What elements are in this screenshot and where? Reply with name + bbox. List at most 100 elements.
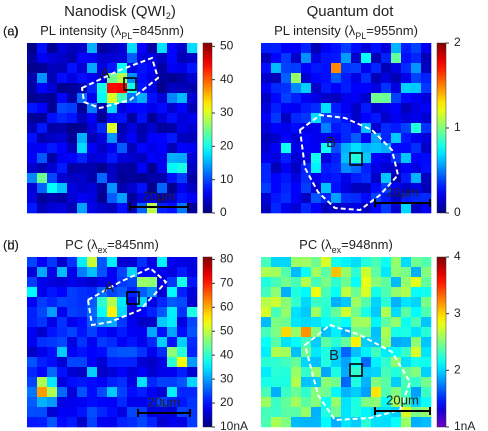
- heatmap-cell: [361, 277, 371, 287]
- heatmap-cell: [107, 203, 117, 213]
- heatmap-cell: [351, 183, 361, 193]
- heatmap-cell: [157, 367, 167, 377]
- heatmap-cell: [301, 337, 311, 347]
- heatmap-cell: [27, 153, 37, 163]
- heatmap-cell: [47, 133, 57, 143]
- heatmap-cell: [421, 327, 431, 337]
- heatmap-cell: [87, 367, 97, 377]
- heatmap-cell: [271, 347, 281, 357]
- heatmap-cell: [351, 53, 361, 63]
- heatmap-cell: [57, 113, 67, 123]
- heatmap-cell: [187, 327, 197, 337]
- heatmap-cell: [301, 63, 311, 73]
- heatmap-cell: [167, 103, 177, 113]
- heatmap-cell: [331, 103, 341, 113]
- heatmap-cell: [117, 257, 127, 267]
- heatmap-cell: [37, 377, 47, 387]
- heatmap-cell: [87, 143, 97, 153]
- heatmap-cell: [271, 417, 281, 427]
- heatmap-cell: [87, 73, 97, 83]
- heatmap-cell: [291, 387, 301, 397]
- heatmap-cell: [157, 347, 167, 357]
- heatmap-cell: [177, 183, 187, 193]
- heatmap-cell: [97, 307, 107, 317]
- heatmap-cell: [401, 277, 411, 287]
- heatmap-cell: [291, 63, 301, 73]
- heatmap-cell: [67, 407, 77, 417]
- heading: PL intensity (λPL=955nm): [274, 23, 418, 41]
- heatmap-cell: [351, 397, 361, 407]
- heatmap-cell: [107, 347, 117, 357]
- marker-label: A: [104, 279, 114, 296]
- heatmap-cell: [37, 73, 47, 83]
- heatmap-cell: [421, 337, 431, 347]
- heatmap-cell: [411, 53, 421, 63]
- heatmap-cell: [117, 327, 127, 337]
- heatmap-cell: [137, 203, 147, 213]
- heatmap-cell: [391, 317, 401, 327]
- heatmap-cell: [351, 173, 361, 183]
- heatmap-cell: [157, 287, 167, 297]
- heatmap-cell: [177, 257, 187, 267]
- heatmap-cell: [271, 133, 281, 143]
- heatmap-cell: [47, 173, 57, 183]
- heatmap-cell: [411, 83, 421, 93]
- heatmap-cell: [361, 43, 371, 53]
- heatmap-cell: [341, 83, 351, 93]
- heatmap-cell: [301, 407, 311, 417]
- heatmap-cell: [107, 83, 117, 93]
- heatmap-cell: [157, 93, 167, 103]
- heatmap-cell: [271, 123, 281, 133]
- heatmap-cell: [401, 267, 411, 277]
- heatmap-cell: [371, 287, 381, 297]
- heatmap-cell: [47, 103, 57, 113]
- heatmap-cell: [401, 163, 411, 173]
- heatmap-cell: [97, 387, 107, 397]
- heatmap-cell: [167, 43, 177, 53]
- heatmap-cell: [391, 257, 401, 267]
- heatmap-cell: [361, 73, 371, 83]
- heatmap-cell: [351, 387, 361, 397]
- heatmap-cell: [187, 63, 197, 73]
- heatmap-cell: [311, 143, 321, 153]
- heatmap-cell: [311, 357, 321, 367]
- heatmap-cell: [187, 83, 197, 93]
- heatmap-cell: [167, 347, 177, 357]
- heatmap-cell: [37, 337, 47, 347]
- heatmap-cell: [67, 63, 77, 73]
- heatmap-cell: [187, 417, 197, 427]
- heatmap-cell: [281, 287, 291, 297]
- heatmap-cell: [291, 183, 301, 193]
- heatmap-cell: [401, 307, 411, 317]
- heatmap-cell: [177, 287, 187, 297]
- heatmap-cell: [107, 357, 117, 367]
- heatmap-cell: [351, 287, 361, 297]
- heatmap-cell: [47, 143, 57, 153]
- heatmap-cell: [157, 307, 167, 317]
- heatmap-cell: [401, 133, 411, 143]
- heatmap-cell: [47, 377, 57, 387]
- heatmap-cell: [37, 417, 47, 427]
- heatmap-cell: [177, 417, 187, 427]
- heatmap-cell: [177, 73, 187, 83]
- heatmap-cell: [261, 387, 271, 397]
- heatmap-cell: [157, 257, 167, 267]
- heatmap-cell: [261, 327, 271, 337]
- heatmap-cell: [87, 133, 97, 143]
- heatmap-cell: [311, 73, 321, 83]
- heatmap-cell: [391, 113, 401, 123]
- heatmap-cell: [27, 203, 37, 213]
- heatmap-cell: [331, 267, 341, 277]
- heatmap-cell: [381, 43, 391, 53]
- heatmap-cell: [311, 257, 321, 267]
- heatmap-cell: [147, 43, 157, 53]
- heatmap-cell: [47, 193, 57, 203]
- heatmap-cell: [97, 183, 107, 193]
- heatmap-cell: [421, 43, 431, 53]
- heatmap-cell: [147, 143, 157, 153]
- heatmap-cell: [67, 417, 77, 427]
- heatmap-cell: [341, 337, 351, 347]
- heatmap-cell: [167, 277, 177, 287]
- heatmap-cell: [371, 103, 381, 113]
- heatmap-cell: [37, 327, 47, 337]
